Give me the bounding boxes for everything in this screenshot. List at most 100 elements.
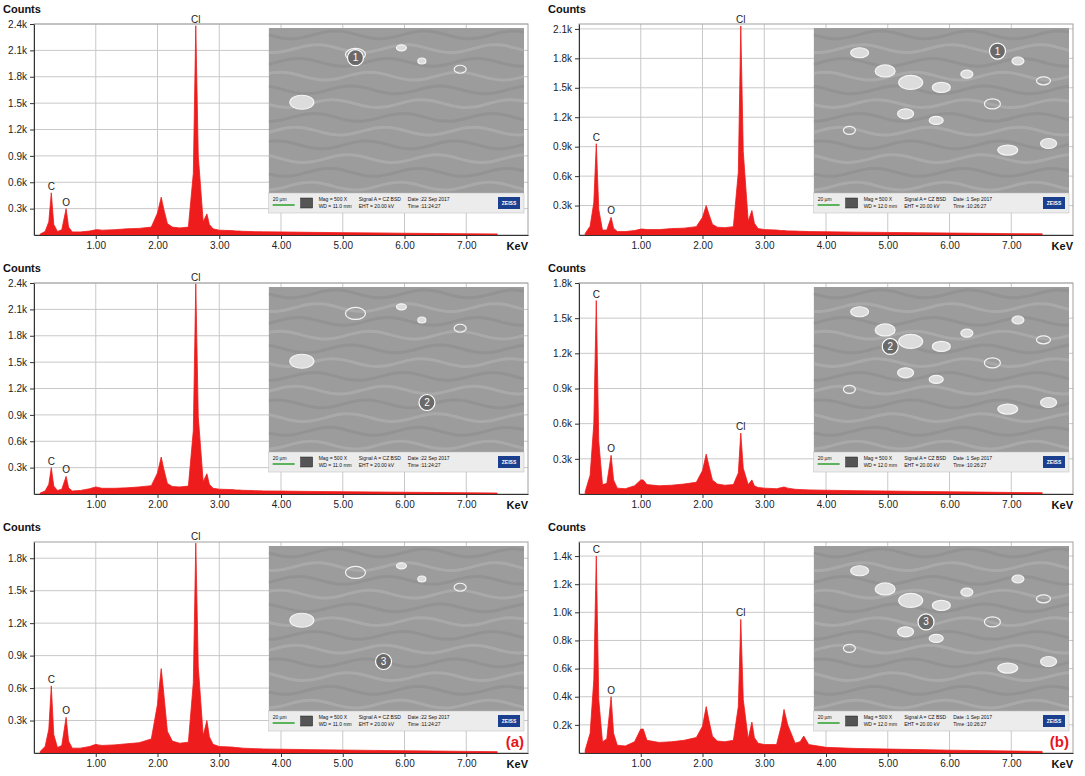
y-tick: 0.6k [553,418,579,429]
sem-background [814,287,1069,452]
info-text: EHT = 20.00 kV [904,462,940,468]
y-tick-mark [30,656,34,657]
brand-box [498,715,520,727]
info-text: Signal A = CZ BSD [359,714,401,720]
info-text: Signal A = CZ BSD [904,455,946,461]
sem-texture [269,400,524,408]
sem-texture [814,59,1069,67]
y-tick-mark [30,721,34,722]
y-tick-label: 1.5k [8,357,28,368]
x-tick: 2.00 [148,235,168,251]
plot-frame [579,542,1073,753]
y-tick: 1.0k [553,607,579,618]
x-tick-mark [641,494,642,498]
y-tick: 0.3k [553,200,579,211]
brand-box [1043,197,1065,209]
x-tick: 2.00 [148,753,168,769]
x-tick: 4.00 [272,753,292,769]
sem-background [814,546,1069,711]
sem-texture [814,169,1069,177]
sem-image [814,287,1069,452]
info-text: Mag = 500 X [319,714,348,720]
info-text: EHT = 20.00 kV [359,462,395,468]
x-tick-label: 7.00 [1002,758,1022,769]
y-axis: 0.3k0.6k0.9k1.2k1.5k1.8k [553,278,579,495]
info-text: Time :10:26:27 [953,721,986,727]
x-tick-label: 3.00 [210,499,230,510]
x-tick: 5.00 [334,235,354,251]
x-tick-mark [641,753,642,757]
sem-texture [269,155,524,163]
y-tick-label: 1.8k [8,71,28,82]
y-tick: 1.8k [8,330,34,341]
sem-particle [998,663,1018,673]
x-tick: 6.00 [940,235,960,251]
sem-particle [998,404,1018,414]
x-axis: 1.002.003.004.005.006.007.00 [35,753,529,769]
sem-particle [851,48,869,58]
y-tick: 1.8k [8,553,34,564]
x-tick-mark [641,235,642,239]
y-tick-label: 0.9k [553,141,573,152]
y-tick-mark [30,283,34,284]
brand-label: ZEISS [1047,459,1062,465]
spot-label: 3 [923,616,929,627]
y-tick: 0.4k [553,691,579,702]
x-tick: 7.00 [457,235,477,251]
y-tick-label: 2.1k [8,304,28,315]
sem-texture [814,687,1069,695]
peak-label: O [62,197,70,208]
y-tick-label: 1.5k [8,98,28,109]
x-tick: 2.00 [693,235,713,251]
sem-texture [814,155,1069,163]
x-tick-label: 1.00 [87,240,107,251]
sem-background [269,287,524,452]
sem-inset: 120 µmMag = 500 XWD = 11.0 mmSignal A = … [269,28,524,213]
info-text: Date :1 Sep 2017 [953,196,992,202]
y-tick: 1.2k [8,124,34,135]
x-tick-mark [405,494,406,498]
y-tick: 0.3k [8,462,34,473]
x-tick-label: 1.00 [632,758,652,769]
x-tick-label: 2.00 [148,240,168,251]
sem-texture [814,290,1069,298]
sem-image [269,287,524,452]
info-text: EHT = 20.00 kV [904,721,940,727]
x-tick-mark [281,753,282,757]
sem-particle [290,354,314,368]
logo [301,457,313,467]
grid-line [157,24,158,235]
info-text: Signal A = CZ BSD [904,714,946,720]
y-tick: 1.5k [553,313,579,324]
peak-label: C [593,289,600,300]
x-tick-mark [96,753,97,757]
x-tick-mark [1011,494,1012,498]
sem-particle [396,563,406,569]
sem-texture [269,441,524,449]
x-tick-mark [826,494,827,498]
x-tick-label: 1.00 [632,499,652,510]
y-tick: 2.1k [553,24,579,35]
y-tick-mark [30,309,34,310]
sem-texture [814,549,1069,557]
x-tick: 1.00 [87,753,107,769]
scale-bar-label: 20 µm [273,455,287,461]
panel: 120 µmMag = 500 XWD = 12.0 mmSignal A = … [548,3,1074,252]
sem-particle [454,583,466,591]
sem-texture [814,127,1069,135]
x-tick: 2.00 [148,494,168,510]
y-tick-mark [575,389,579,390]
y-tick: 0.9k [8,410,34,421]
grid-line [219,24,220,235]
x-tick-label: 7.00 [457,240,477,251]
x-axis-title: KeV [1052,499,1074,511]
sem-particle [875,324,895,336]
y-tick-mark [30,209,34,210]
sem-texture [269,590,524,598]
sem-particle [1036,336,1050,344]
y-tick-label: 0.3k [8,203,28,214]
peak-label: C [593,132,600,143]
sem-texture [814,590,1069,598]
logo [846,457,858,467]
sem-texture [814,72,1069,80]
